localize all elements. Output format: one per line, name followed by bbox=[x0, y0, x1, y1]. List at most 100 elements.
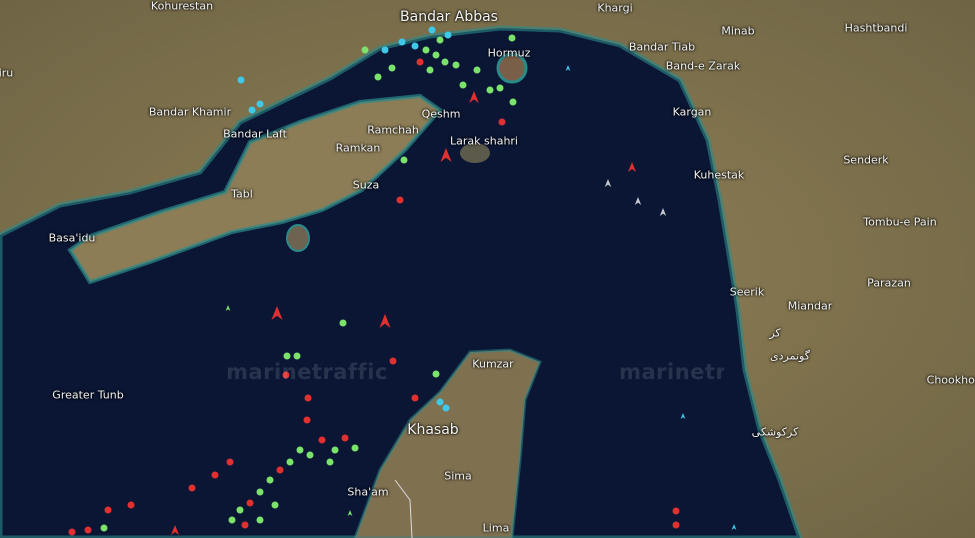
ship-marker[interactable] bbox=[304, 394, 312, 402]
ship-marker[interactable] bbox=[389, 357, 397, 365]
ship-marker[interactable] bbox=[672, 507, 680, 515]
ship-marker[interactable] bbox=[442, 404, 450, 412]
place-label: Tabl bbox=[231, 187, 253, 201]
ship-marker[interactable] bbox=[398, 38, 406, 46]
ship-marker[interactable] bbox=[256, 516, 264, 524]
ship-marker[interactable] bbox=[422, 46, 430, 54]
ship-marker-underway[interactable] bbox=[731, 524, 737, 530]
ship-marker[interactable] bbox=[296, 446, 304, 454]
ship-marker[interactable] bbox=[104, 506, 112, 514]
ship-marker[interactable] bbox=[496, 84, 504, 92]
ship-marker[interactable] bbox=[388, 64, 396, 72]
gulf-water bbox=[0, 25, 803, 538]
ship-marker-underway[interactable] bbox=[680, 413, 686, 419]
ship-marker[interactable] bbox=[256, 100, 264, 108]
ship-marker[interactable] bbox=[351, 444, 359, 452]
ship-marker[interactable] bbox=[436, 36, 444, 44]
ship-marker[interactable] bbox=[361, 46, 369, 54]
ship-marker-underway[interactable] bbox=[347, 510, 353, 516]
ship-marker[interactable] bbox=[306, 451, 314, 459]
ship-marker[interactable] bbox=[68, 528, 76, 536]
ship-marker[interactable] bbox=[127, 501, 135, 509]
place-label: Larak shahri bbox=[450, 134, 518, 148]
ship-marker[interactable] bbox=[509, 98, 517, 106]
ship-marker[interactable] bbox=[271, 501, 279, 509]
ship-marker[interactable] bbox=[283, 352, 291, 360]
ship-marker[interactable] bbox=[374, 73, 382, 81]
ship-marker[interactable] bbox=[266, 476, 274, 484]
ship-marker[interactable] bbox=[100, 524, 108, 532]
place-label: iru bbox=[0, 66, 14, 80]
ship-marker[interactable] bbox=[508, 34, 516, 42]
ship-marker[interactable] bbox=[248, 106, 256, 114]
ship-marker[interactable] bbox=[428, 26, 436, 34]
ship-marker-underway[interactable] bbox=[628, 162, 636, 172]
ship-marker[interactable] bbox=[396, 196, 404, 204]
ship-marker[interactable] bbox=[241, 521, 249, 529]
ship-marker-underway[interactable] bbox=[659, 208, 667, 216]
ship-marker[interactable] bbox=[331, 446, 339, 454]
ship-marker-underway[interactable] bbox=[469, 91, 479, 103]
ship-marker[interactable] bbox=[416, 58, 424, 66]
ship-marker-underway[interactable] bbox=[565, 65, 571, 71]
ship-marker[interactable] bbox=[381, 46, 389, 54]
watermark: marinetraffic bbox=[619, 360, 781, 384]
place-label: کرکوشکی bbox=[751, 425, 799, 439]
ship-marker[interactable] bbox=[293, 352, 301, 360]
ship-marker[interactable] bbox=[486, 86, 494, 94]
ship-marker[interactable] bbox=[211, 471, 219, 479]
ship-marker[interactable] bbox=[246, 499, 254, 507]
ship-marker[interactable] bbox=[236, 506, 244, 514]
ship-marker-underway[interactable] bbox=[634, 197, 642, 205]
ship-marker[interactable] bbox=[84, 526, 92, 534]
ship-marker[interactable] bbox=[436, 398, 444, 406]
place-label: Kumzar bbox=[472, 357, 514, 371]
place-label: Miandar bbox=[787, 299, 833, 313]
ship-marker-underway[interactable] bbox=[225, 305, 231, 311]
ship-marker[interactable] bbox=[672, 521, 680, 529]
ship-marker[interactable] bbox=[303, 416, 311, 424]
ship-marker[interactable] bbox=[286, 458, 294, 466]
ship-marker-underway[interactable] bbox=[440, 148, 452, 162]
ship-marker-underway[interactable] bbox=[379, 314, 391, 328]
ship-marker[interactable] bbox=[237, 76, 245, 84]
place-label: Parazan bbox=[867, 276, 911, 290]
ship-marker[interactable] bbox=[326, 458, 334, 466]
place-label: Chookhor bbox=[926, 373, 975, 387]
place-label: Greater Tunb bbox=[52, 388, 124, 402]
ship-marker[interactable] bbox=[411, 42, 419, 50]
ship-marker[interactable] bbox=[400, 156, 408, 164]
watermark: marinetraffic bbox=[226, 360, 388, 384]
ship-marker[interactable] bbox=[318, 436, 326, 444]
ship-marker[interactable] bbox=[452, 61, 460, 69]
ship-marker[interactable] bbox=[498, 118, 506, 126]
place-label: Lima bbox=[482, 521, 510, 535]
ship-marker-underway[interactable] bbox=[171, 525, 179, 535]
ship-marker[interactable] bbox=[256, 488, 264, 496]
place-label: Bandar Tiab bbox=[628, 40, 696, 54]
place-label: Suza bbox=[352, 178, 380, 192]
ship-marker[interactable] bbox=[226, 458, 234, 466]
ship-marker-underway[interactable] bbox=[271, 306, 283, 320]
place-label: Hormuz bbox=[487, 46, 531, 60]
ship-marker[interactable] bbox=[444, 31, 452, 39]
hengam-island bbox=[286, 224, 310, 252]
ship-marker[interactable] bbox=[188, 484, 196, 492]
ship-marker[interactable] bbox=[459, 81, 467, 89]
ship-marker[interactable] bbox=[426, 66, 434, 74]
ship-marker[interactable] bbox=[473, 66, 481, 74]
place-label: Sima bbox=[444, 469, 472, 483]
ship-marker[interactable] bbox=[432, 51, 440, 59]
ship-marker[interactable] bbox=[282, 371, 290, 379]
ship-marker[interactable] bbox=[339, 319, 347, 327]
ship-marker-underway[interactable] bbox=[604, 179, 612, 187]
ship-marker[interactable] bbox=[411, 394, 419, 402]
ship-marker[interactable] bbox=[276, 466, 284, 474]
ship-marker[interactable] bbox=[341, 434, 349, 442]
ship-marker[interactable] bbox=[228, 516, 236, 524]
place-label: Khasab bbox=[407, 422, 459, 438]
ship-marker[interactable] bbox=[441, 58, 449, 66]
ship-marker[interactable] bbox=[432, 370, 440, 378]
